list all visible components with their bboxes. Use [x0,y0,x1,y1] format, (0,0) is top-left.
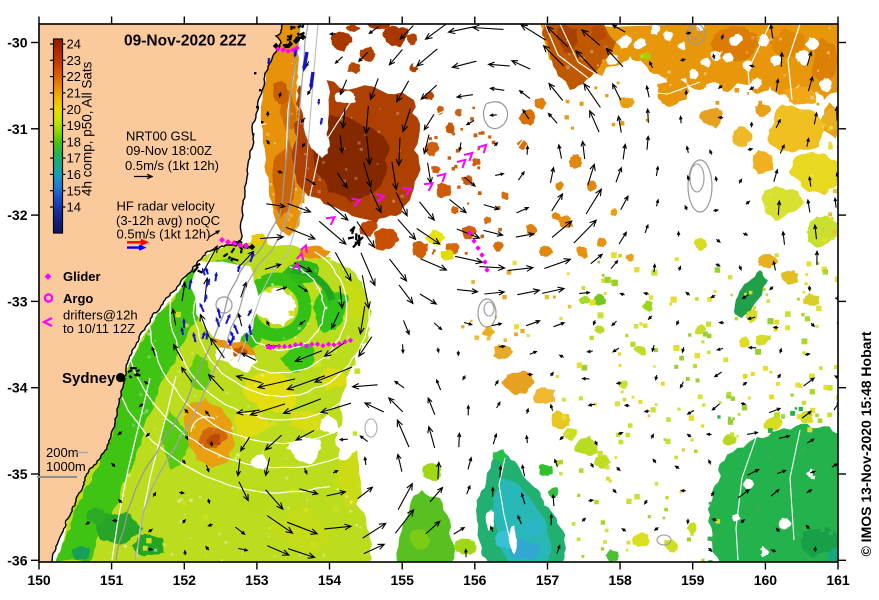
svg-text:-31: -31 [7,121,27,137]
svg-text:159: 159 [681,572,705,588]
svg-text:21: 21 [67,86,81,101]
svg-text:0.5m/s (1kt 12h): 0.5m/s (1kt 12h) [125,158,219,173]
svg-text:156: 156 [463,572,487,588]
svg-text:Glider: Glider [63,269,101,284]
svg-text:15: 15 [67,183,81,198]
svg-text:-30: -30 [7,35,27,51]
svg-text:09-Nov-2020 22Z: 09-Nov-2020 22Z [124,33,247,50]
svg-text:200m: 200m [46,445,79,460]
svg-text:151: 151 [100,572,124,588]
svg-text:19: 19 [67,118,81,133]
svg-text:-36: -36 [7,552,27,568]
svg-text:drifters@12h: drifters@12h [63,308,138,323]
svg-text:Sydney: Sydney [62,370,116,387]
svg-text:0.5m/s (1kt 12h): 0.5m/s (1kt 12h) [117,227,211,242]
svg-text:© IMOS 13-Nov-2020 15:48 Hobar: © IMOS 13-Nov-2020 15:48 Hobart [858,331,874,556]
svg-text:16: 16 [67,167,81,182]
svg-text:-33: -33 [7,293,27,309]
svg-text:(3-12h avg) noQC: (3-12h avg) noQC [116,213,220,228]
svg-text:4h comp, p50, All Sats: 4h comp, p50, All Sats [80,61,95,196]
svg-text:20: 20 [67,102,81,117]
svg-text:158: 158 [608,572,632,588]
svg-text:HF radar velocity: HF radar velocity [117,199,216,214]
svg-text:09-Nov 18:00Z: 09-Nov 18:00Z [126,143,212,158]
svg-text:161: 161 [826,572,850,588]
svg-text:157: 157 [536,572,560,588]
svg-text:150: 150 [27,572,51,588]
svg-text:to 10/11 12Z: to 10/11 12Z [63,321,135,336]
svg-text:160: 160 [754,572,778,588]
svg-text:NRT00 GSL: NRT00 GSL [126,128,197,143]
svg-text:24: 24 [67,37,81,52]
svg-text:23: 23 [67,53,81,68]
svg-text:18: 18 [67,134,81,149]
svg-text:153: 153 [245,572,269,588]
svg-text:-34: -34 [7,380,27,396]
svg-text:155: 155 [391,572,415,588]
svg-text:-35: -35 [7,466,27,482]
svg-text:-32: -32 [7,207,27,223]
svg-text:Argo: Argo [63,291,93,306]
svg-text:17: 17 [67,151,81,166]
svg-text:154: 154 [318,572,342,588]
svg-text:14: 14 [67,200,81,215]
svg-text:1000m: 1000m [46,459,86,474]
svg-text:152: 152 [173,572,197,588]
svg-text:22: 22 [67,69,81,84]
